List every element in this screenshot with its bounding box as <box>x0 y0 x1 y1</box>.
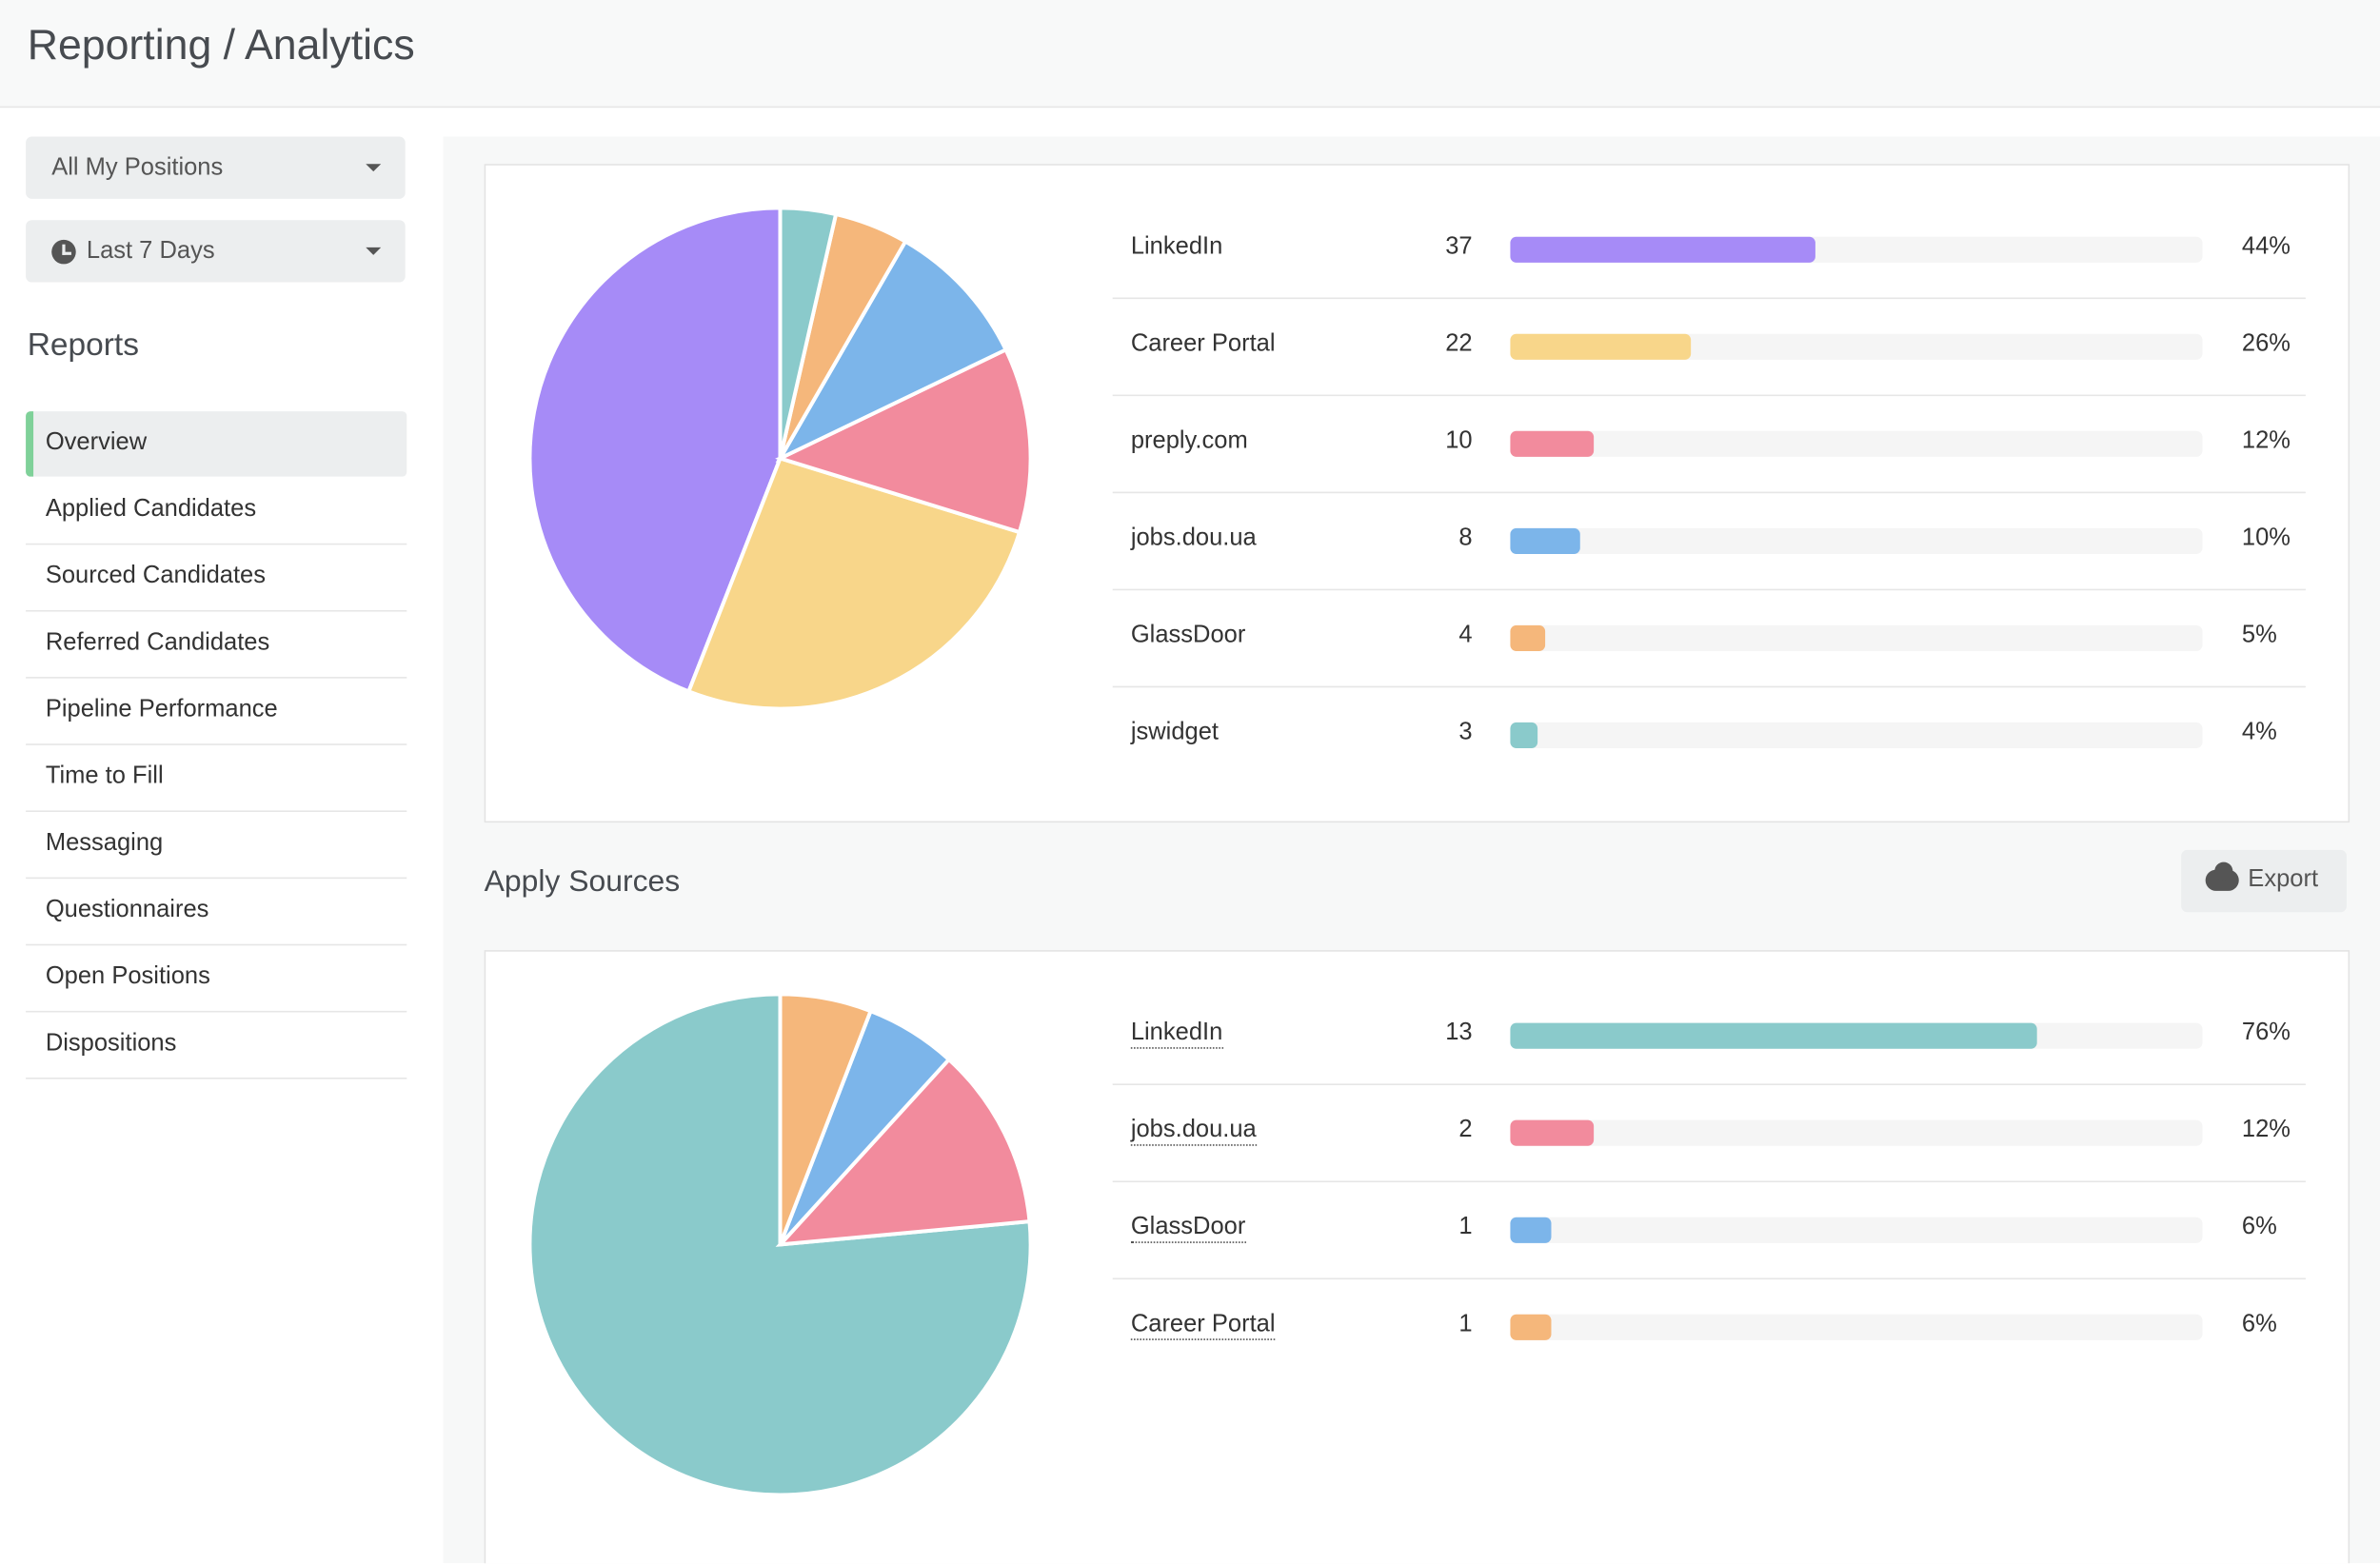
percent-label: 44% <box>2241 233 2291 260</box>
percent-label: 10% <box>2241 525 2291 551</box>
bar <box>1510 722 1538 749</box>
bar <box>1510 1022 2036 1049</box>
sidebar-title: Reports <box>27 327 139 364</box>
menu-item[interactable]: Pipeline Performance <box>26 679 407 745</box>
percent-label: 5% <box>2241 622 2277 648</box>
source-count: 13 <box>1445 1020 1473 1046</box>
row-separator <box>1112 588 2306 591</box>
pie-slice <box>527 992 1033 1497</box>
source-count: 8 <box>1458 525 1473 551</box>
source-name: Career Portal <box>1130 330 1276 357</box>
percent-label: 26% <box>2241 330 2291 357</box>
menu-label: Referred Candidates <box>45 629 270 656</box>
menu-label: Pipeline Performance <box>45 696 278 723</box>
percent-label: 12% <box>2241 1117 2291 1143</box>
bar-track <box>1510 722 2203 749</box>
menu-item[interactable]: Sourced Candidates <box>26 544 407 612</box>
bar <box>1510 236 1815 263</box>
menu-label: Questionnaires <box>45 897 209 923</box>
source-count: 37 <box>1445 233 1473 260</box>
source-count: 2 <box>1458 1117 1473 1143</box>
menu-label: Open Positions <box>45 963 210 990</box>
pie-slice <box>778 992 874 1246</box>
row-separator <box>1112 685 2306 688</box>
select-label: All My Positions <box>51 154 224 181</box>
bar-track <box>1510 1119 2203 1146</box>
positions-select[interactable]: All My Positions <box>26 136 406 199</box>
menu-label: Messaging <box>45 830 164 857</box>
percent-label: 4% <box>2241 719 2277 745</box>
source-count: 22 <box>1445 330 1473 357</box>
source-name: Career Portal <box>1130 1312 1276 1340</box>
bar-track <box>1510 236 2203 263</box>
menu-item[interactable]: Referred Candidates <box>26 612 407 679</box>
bar <box>1510 1119 1594 1146</box>
menu-item[interactable]: Messaging <box>26 812 407 880</box>
bar <box>1510 430 1594 457</box>
section-title: Apply Sources <box>484 864 681 899</box>
source-name: LinkedIn <box>1130 1020 1223 1049</box>
source-count: 4 <box>1458 622 1473 648</box>
source-name: preply.com <box>1130 427 1248 454</box>
row-separator <box>1112 1083 2306 1085</box>
export-button[interactable]: Export <box>2181 849 2347 913</box>
bar-track <box>1510 1217 2203 1243</box>
menu-item[interactable]: Time to Fill <box>26 745 407 813</box>
menu-label: Overview <box>45 429 148 456</box>
pie-slice <box>775 346 1033 535</box>
percent-label: 76% <box>2241 1020 2291 1046</box>
menu-label: Time to Fill <box>45 762 164 790</box>
row-separator <box>1112 297 2306 300</box>
bar-track <box>1510 1314 2203 1340</box>
row-separator <box>1112 1180 2306 1183</box>
bar-track <box>1510 430 2203 457</box>
menu-item[interactable]: Applied Candidates <box>26 478 407 545</box>
percent-label: 12% <box>2241 427 2291 454</box>
menu-label: Applied Candidates <box>45 496 257 523</box>
source-name: GlassDoor <box>1130 622 1246 648</box>
source-count: 10 <box>1445 427 1473 454</box>
menu-item[interactable]: Questionnaires <box>26 879 407 946</box>
source-name: LinkedIn <box>1130 233 1223 260</box>
bar <box>1510 624 1545 651</box>
pie-slice <box>778 206 839 459</box>
pie-slice <box>527 206 783 694</box>
menu-item[interactable]: Overview <box>26 411 407 477</box>
bar-track <box>1510 333 2203 360</box>
source-count: 1 <box>1458 1311 1473 1337</box>
percent-label: 6% <box>2241 1214 2277 1240</box>
source-name: GlassDoor <box>1130 1215 1246 1243</box>
pie-slice <box>775 238 1009 464</box>
bar-track <box>1510 527 2203 554</box>
header: Reporting / Analytics <box>0 0 2380 109</box>
pie-slice <box>685 456 1022 711</box>
bar <box>1510 527 1580 554</box>
source-count: 3 <box>1458 719 1473 745</box>
menu-label: Dispositions <box>45 1030 177 1057</box>
select-label: Last 7 Days <box>86 238 215 265</box>
menu-item[interactable]: Open Positions <box>26 945 407 1013</box>
bar-track <box>1510 1022 2203 1049</box>
bar <box>1510 1314 1553 1340</box>
source-name: jobs.dou.ua <box>1130 525 1257 551</box>
bar <box>1510 1217 1553 1243</box>
menu-item[interactable]: Dispositions <box>26 1012 407 1079</box>
pie-slice <box>775 1057 1032 1247</box>
row-separator <box>1112 394 2306 397</box>
row-separator <box>1112 491 2306 494</box>
source-count: 1 <box>1458 1214 1473 1240</box>
menu-label: Sourced Candidates <box>45 563 266 589</box>
row-separator <box>1112 1277 2306 1280</box>
percent-label: 6% <box>2241 1311 2277 1337</box>
button-label: Export <box>2248 866 2319 893</box>
bar-track <box>1510 624 2203 651</box>
bar <box>1510 333 1691 360</box>
page-title: Reporting / Analytics <box>27 21 415 69</box>
source-name: jswidget <box>1130 719 1220 745</box>
period-select[interactable]: Last 7 Days <box>26 220 406 283</box>
source-name: jobs.dou.ua <box>1130 1117 1257 1146</box>
